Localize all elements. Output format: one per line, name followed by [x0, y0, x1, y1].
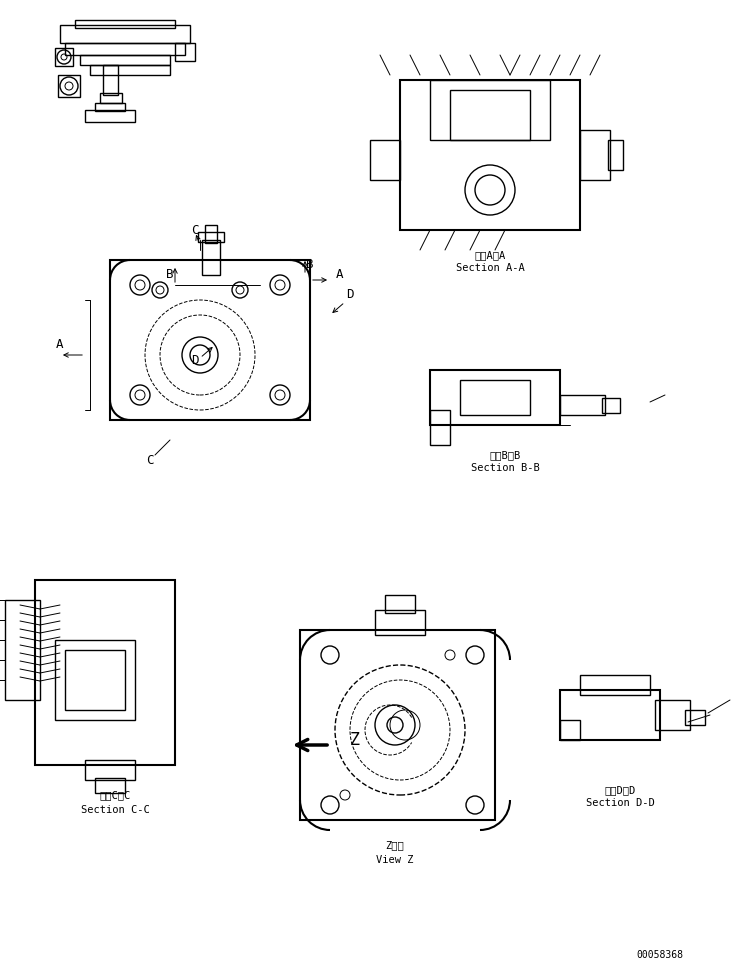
- Circle shape: [275, 280, 285, 290]
- Bar: [65, 43, 185, 55]
- Text: Section D-D: Section D-D: [586, 798, 654, 808]
- Bar: [370, 140, 400, 180]
- Text: Z　視: Z 視: [386, 840, 404, 850]
- Bar: [202, 240, 220, 275]
- Bar: [385, 595, 415, 613]
- Text: A: A: [336, 268, 344, 282]
- Text: 00058368: 00058368: [637, 950, 684, 960]
- Bar: [95, 103, 125, 111]
- Bar: [60, 25, 190, 43]
- Bar: [300, 630, 495, 820]
- Bar: [103, 65, 118, 95]
- Bar: [430, 410, 450, 445]
- Text: Z: Z: [350, 731, 360, 749]
- Circle shape: [275, 390, 285, 400]
- Bar: [80, 55, 170, 65]
- Bar: [85, 110, 135, 122]
- Bar: [560, 720, 580, 740]
- Bar: [685, 710, 705, 725]
- Bar: [400, 80, 580, 230]
- Circle shape: [135, 280, 145, 290]
- Bar: [560, 690, 660, 740]
- Bar: [375, 610, 425, 635]
- Bar: [460, 380, 530, 415]
- Bar: [58, 75, 80, 97]
- Bar: [110, 260, 310, 420]
- Bar: [35, 580, 175, 765]
- Bar: [602, 398, 620, 413]
- Bar: [65, 650, 125, 710]
- Bar: [55, 640, 135, 720]
- Text: 断面D－D: 断面D－D: [604, 785, 636, 795]
- Text: 断面C－C: 断面C－C: [99, 790, 131, 800]
- Text: D: D: [346, 289, 354, 301]
- Text: A: A: [57, 338, 64, 352]
- Bar: [5, 600, 40, 700]
- Bar: [580, 130, 610, 180]
- Bar: [608, 140, 623, 170]
- Text: B: B: [166, 268, 173, 282]
- Text: 断面B－B: 断面B－B: [490, 450, 520, 460]
- Text: C: C: [191, 223, 198, 237]
- Circle shape: [135, 390, 145, 400]
- Text: 断面A－A: 断面A－A: [474, 250, 506, 260]
- Bar: [175, 43, 195, 61]
- Bar: [85, 760, 135, 780]
- Bar: [95, 778, 125, 793]
- Bar: [580, 675, 650, 695]
- Text: D: D: [191, 354, 198, 367]
- Bar: [198, 232, 224, 242]
- Bar: [430, 370, 560, 425]
- Text: Section C-C: Section C-C: [81, 805, 149, 815]
- Bar: [450, 90, 530, 140]
- Bar: [655, 700, 690, 730]
- Text: View Z: View Z: [376, 855, 414, 865]
- Bar: [75, 20, 175, 28]
- Text: C: C: [146, 453, 154, 466]
- Bar: [90, 65, 170, 75]
- Bar: [560, 395, 605, 415]
- Bar: [205, 225, 217, 243]
- Bar: [100, 93, 122, 103]
- Bar: [55, 48, 73, 66]
- Text: B: B: [306, 258, 314, 271]
- Bar: [430, 80, 550, 140]
- Text: Section B-B: Section B-B: [470, 463, 539, 473]
- Text: Section A-A: Section A-A: [456, 263, 524, 273]
